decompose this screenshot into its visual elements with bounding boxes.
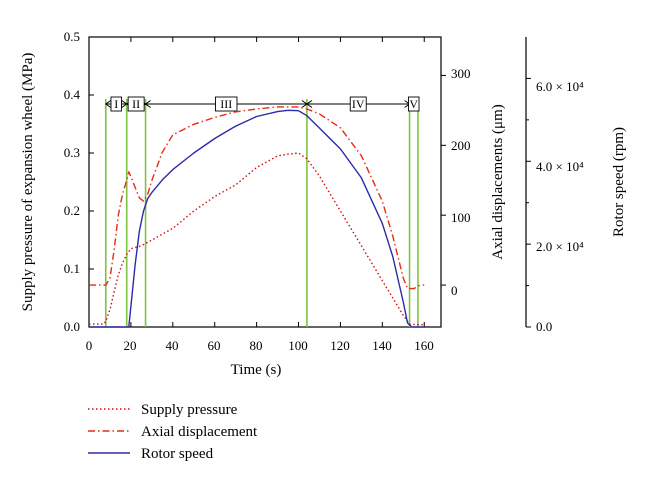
phase-label: I xyxy=(114,97,118,111)
series-axial-displacement xyxy=(89,106,425,290)
pressure-tick-label: 0.4 xyxy=(64,87,81,102)
phase-arrow-head xyxy=(306,100,313,108)
speed-tick-label: 0.0 xyxy=(536,319,552,334)
time-tick-label: 140 xyxy=(372,338,392,353)
plot-frame xyxy=(88,36,442,328)
time-tick-label: 20 xyxy=(124,338,137,353)
time-tick-label: 60 xyxy=(208,338,221,353)
time-tick-label: 120 xyxy=(330,338,350,353)
phase-label-box xyxy=(408,96,420,112)
time-tick-label: 100 xyxy=(288,338,308,353)
legend-label-rotor-speed: Rotor speed xyxy=(141,446,214,462)
phase-label-box xyxy=(110,96,122,112)
phase-arrow-head xyxy=(104,100,112,108)
legend-label-axial-displacement: Axial displacement xyxy=(141,424,258,440)
phase-label: V xyxy=(409,97,418,111)
time-axis-ticks: 0 20 40 60 80 100 120 140 160 xyxy=(86,338,434,353)
phase-annotations: I II III IV V xyxy=(104,96,420,112)
phase-label: III xyxy=(220,97,232,111)
pressure-axis-title: Supply pressure of expansion wheel (MPa) xyxy=(20,53,36,312)
displacement-tick-label: 100 xyxy=(451,210,471,225)
phase-label: II xyxy=(132,97,140,111)
series-rotor-speed xyxy=(89,109,425,328)
pressure-tick-label: 0.2 xyxy=(64,203,80,218)
pressure-axis-ticks: 0.0 0.1 0.2 0.3 0.4 0.5 xyxy=(64,29,81,334)
speed-tick-label: 2.0 × 10⁴ xyxy=(536,239,584,254)
pressure-tick-label: 0.0 xyxy=(64,319,80,334)
speed-axis-ticks: 0.0 2.0 × 10⁴ 4.0 × 10⁴ 6.0 × 10⁴ xyxy=(536,79,584,334)
time-tick-label: 0 xyxy=(86,338,93,353)
speed-tick-label: 4.0 × 10⁴ xyxy=(536,159,584,174)
legend-label-supply-pressure: Supply pressure xyxy=(141,402,238,418)
phase-arrow-head xyxy=(144,100,151,108)
displacement-axis-ticks: 0 100 200 300 xyxy=(451,66,471,298)
pressure-tick-label: 0.1 xyxy=(64,261,80,276)
time-tick-label: 40 xyxy=(166,338,179,353)
displacement-tick-label: 300 xyxy=(451,66,471,81)
phase-label-box xyxy=(215,96,238,112)
x-axis-title: Time (s) xyxy=(231,362,282,378)
legend: Supply pressure Axial displacement Rotor… xyxy=(88,402,258,462)
displacement-tick-label: 0 xyxy=(451,283,458,298)
speed-axis-title: Rotor speed (rpm) xyxy=(611,127,627,237)
time-tick-label: 160 xyxy=(414,338,434,353)
displacement-tick-label: 200 xyxy=(451,138,471,153)
pressure-tick-label: 0.5 xyxy=(64,29,80,44)
phase-label-box xyxy=(127,96,145,112)
displacement-axis-title: Axial displacements (μm) xyxy=(490,104,506,260)
series-supply-pressure xyxy=(89,152,425,326)
time-tick-label: 80 xyxy=(250,338,263,353)
phase-label: IV xyxy=(352,97,365,111)
speed-tick-label: 6.0 × 10⁴ xyxy=(536,79,584,94)
pressure-tick-label: 0.3 xyxy=(64,145,80,160)
phase-label-box xyxy=(349,96,367,112)
